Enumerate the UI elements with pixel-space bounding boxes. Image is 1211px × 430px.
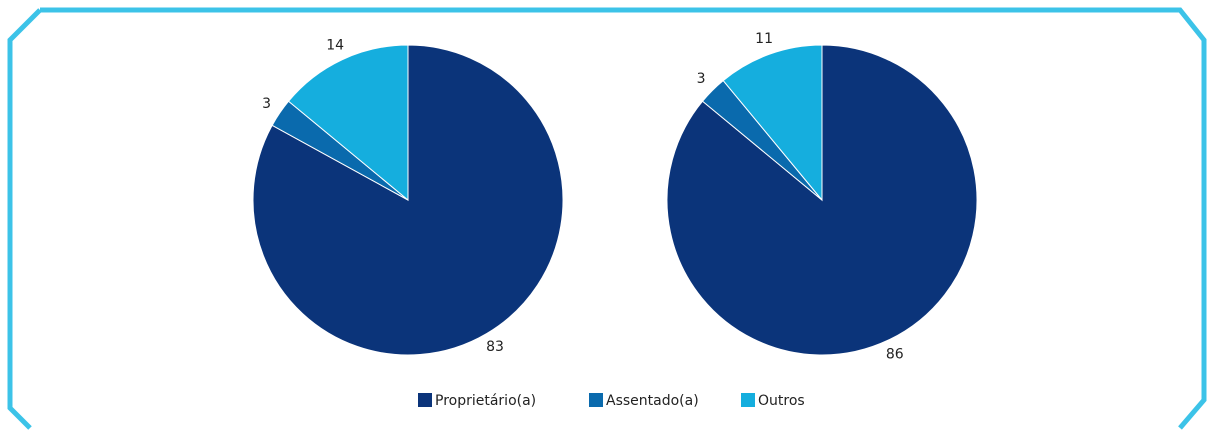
legend-swatch (418, 393, 432, 407)
data-label: 83 (486, 339, 504, 355)
frame (7, 7, 1207, 430)
pie-slice (287, 44, 409, 202)
data-label: 3 (262, 96, 271, 112)
data-label: 86 (886, 347, 904, 363)
legend-label: Proprietário(a) (435, 393, 536, 409)
data-label: 14 (326, 37, 344, 53)
data-label: 11 (755, 31, 773, 47)
legend-swatch (741, 393, 755, 407)
legend-swatch (589, 393, 603, 407)
data-label: 3 (697, 71, 706, 87)
legend-label: Assentado(a) (606, 393, 699, 409)
pie-slice (722, 44, 823, 202)
legend-label: Outros (758, 393, 805, 409)
